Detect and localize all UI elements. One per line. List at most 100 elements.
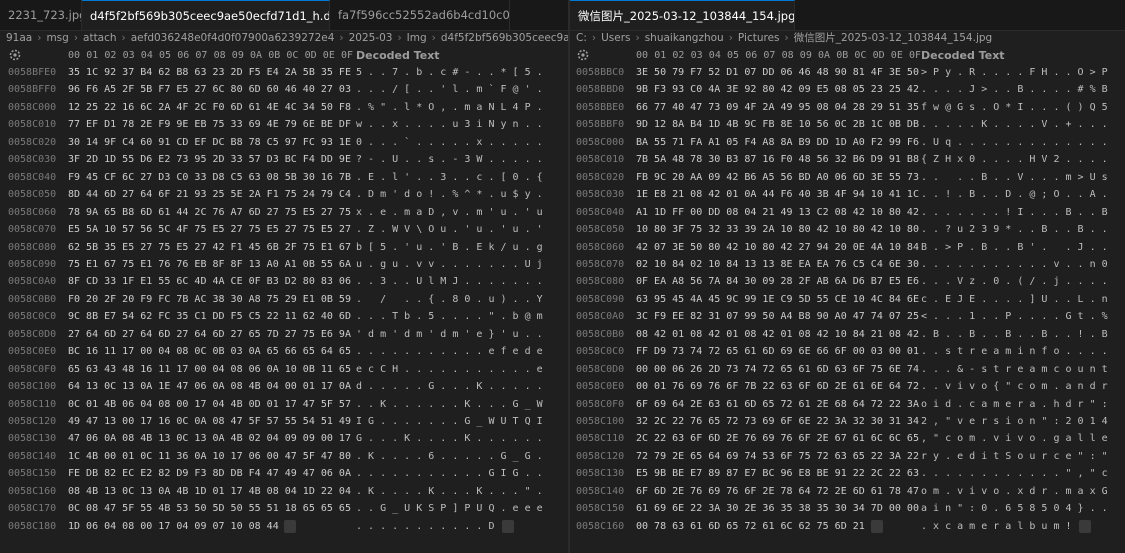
decoded-text[interactable]: G . . . K . . . . K . . . . . .: [356, 433, 543, 445]
hex-bytes[interactable]: 77 EF D1 78 2E F9 9E EB 75 33 69 4E 79 6…: [68, 119, 351, 131]
decoded-text[interactable]: . . . . . . . . . . . . " , " c: [921, 468, 1108, 480]
hex-bytes[interactable]: BC 16 11 17 00 04 08 0C 0B 03 0A 65 66 6…: [68, 346, 351, 358]
hex-bytes[interactable]: 02 10 84 02 10 84 13 13 8E EA EA 76 C5 C…: [636, 258, 919, 270]
decoded-text[interactable]: . / . . { . 8 0 . u ) . . Y: [356, 293, 543, 305]
hex-bytes[interactable]: 30 14 9F C4 60 91 CD EF DC B8 78 C5 97 F…: [68, 136, 351, 148]
decoded-text[interactable]: . . . . . . . . . . . e f e d e: [356, 346, 543, 358]
decoded-text[interactable]: . % " . l * O , . m a N L 4 P .: [356, 101, 543, 113]
decoded-text[interactable]: . . K . . . . . . K . . . G _ W: [356, 398, 543, 410]
decoded-text[interactable]: ? - . U . . s . - 3 W . . . . .: [356, 154, 543, 166]
decoded-text[interactable]: w . . x . . . . u 3 i N y n . .: [356, 119, 543, 131]
decoded-text[interactable]: . . . . . . . . . . . v . . n 0: [921, 258, 1108, 270]
hex-bytes[interactable]: BA 55 71 FA A1 05 F4 A8 8A B9 DD 1D A0 F…: [636, 136, 919, 148]
decoded-text[interactable]: . E . l ' . . 3 . . c . [ 0 . {: [356, 171, 543, 183]
hex-bytes[interactable]: 3C F9 EE 82 31 07 99 50 A4 B8 90 A0 47 7…: [636, 311, 919, 323]
hex-bytes[interactable]: 1C 4B 00 01 0C 11 36 0A 10 17 06 00 47 5…: [68, 450, 351, 462]
hex-bytes[interactable]: 00 78 63 61 6D 65 72 61 6C 62 75 6D 21: [636, 520, 865, 532]
breadcrumb-item[interactable]: 91aa: [6, 32, 33, 44]
hex-bytes[interactable]: F0 20 2F 20 F9 FC 7B AC 38 30 A8 75 29 E…: [68, 293, 351, 305]
hex-bytes[interactable]: 61 69 6E 22 3A 30 2E 36 35 38 35 30 34 7…: [636, 503, 919, 515]
decoded-text[interactable]: c . E J E . . . . ] U . . L . n: [921, 293, 1108, 305]
hex-bytes[interactable]: FE DB 82 EC E2 82 D9 F3 8D DB F4 47 49 4…: [68, 468, 351, 480]
decoded-text[interactable]: { Z H x 0 . . . . H V 2 . . . .: [921, 154, 1108, 166]
decoded-text[interactable]: B . > P . B . . B ' . . J . .: [921, 241, 1108, 253]
decoded-text[interactable]: , " c o m . v i v o . g a l l e: [921, 433, 1108, 445]
decoded-text[interactable]: ' d m ' d m ' d m ' e } ' u . .: [356, 328, 543, 340]
decoded-text[interactable]: r y . e d i t S o u r c e " : ": [921, 450, 1108, 462]
decoded-text[interactable]: . D m ' d o ! . % ^ * . u $ y .: [356, 189, 543, 201]
append-char-button[interactable]: [1078, 519, 1091, 533]
hex-bytes[interactable]: 08 42 01 08 42 01 08 42 01 08 42 10 84 2…: [636, 328, 919, 340]
settings-icon[interactable]: [8, 48, 22, 62]
hex-bytes[interactable]: 96 F6 A5 2F 5B F7 E5 27 6C 80 6D 60 46 4…: [68, 84, 351, 96]
breadcrumb-item[interactable]: Img: [406, 32, 427, 44]
hex-bytes[interactable]: 0F EA A8 56 7A 84 30 09 28 2F AB 6A D6 B…: [636, 276, 919, 288]
breadcrumb-item[interactable]: 微信图片_2025-03-12_103844_154.jpg: [793, 32, 993, 44]
decoded-text[interactable]: o i d . c a m e r a . h d r " :: [921, 398, 1108, 410]
decoded-text[interactable]: 0 . . . ` . . . . . x . . . . .: [356, 136, 543, 148]
hex-bytes[interactable]: 66 77 40 47 73 09 4F 2A 49 95 08 04 28 2…: [636, 101, 919, 113]
breadcrumb-item[interactable]: attach: [83, 32, 117, 44]
append-byte-button[interactable]: [284, 519, 297, 533]
hex-bytes[interactable]: 47 06 0A 08 4B 13 0C 13 0A 4B 02 04 09 0…: [68, 433, 351, 445]
append-byte-button[interactable]: [870, 519, 883, 533]
decoded-text[interactable]: a i n " : 0 . 6 5 8 5 0 4 } . .: [921, 503, 1108, 515]
decoded-text[interactable]: . B . . B . . B . . B . . ! . B: [921, 328, 1108, 340]
decoded-text[interactable]: x . e . m a D , v . m ' u . ' u: [356, 206, 543, 218]
hex-bytes[interactable]: 35 1C 92 37 B4 62 B8 63 23 2D F5 E4 2A 5…: [68, 67, 351, 78]
hex-bytes[interactable]: 9C 8B E7 54 62 FC 35 C1 DD F5 C5 22 11 6…: [68, 311, 351, 323]
hex-bytes[interactable]: 7B 5A 48 78 30 B3 87 16 F0 48 56 32 B6 D…: [636, 154, 919, 166]
hex-bytes[interactable]: 75 E1 67 75 E1 76 76 EB 8F 8F 13 A0 A1 0…: [68, 258, 351, 270]
hex-bytes[interactable]: FF D9 73 74 72 65 61 6D 69 6E 66 6F 00 0…: [636, 346, 919, 358]
hex-bytes[interactable]: 62 5B 35 E5 27 75 E5 27 42 F1 45 6B 2F 7…: [68, 241, 351, 253]
hex-bytes[interactable]: 6F 69 64 2E 63 61 6D 65 72 61 2E 68 64 7…: [636, 398, 919, 410]
decoded-text[interactable]: . . . . B . . V . . . m > U s: [921, 171, 1108, 183]
breadcrumb-item[interactable]: Pictures: [737, 32, 780, 44]
hex-bytes[interactable]: 0C 08 47 5F 55 4B 53 50 5D 50 55 51 18 6…: [68, 503, 351, 515]
decoded-text[interactable]: o m . v i v o . x d r . m a x G: [921, 485, 1108, 497]
decoded-text[interactable]: . U q . . . . . . . . . . . . .: [921, 136, 1108, 148]
hex-bytes[interactable]: 8F CD 33 1F E1 55 6C 4D 4A CE 0F B3 D2 8…: [68, 276, 351, 288]
hex-bytes[interactable]: 1E E8 21 08 42 01 0A 44 F6 40 3B 4F 94 1…: [636, 189, 919, 201]
decoded-text[interactable]: . . . T b . 5 . . . . " . b @ m: [356, 311, 543, 323]
decoded-text[interactable]: . . . . J > . . B . . . . # % B: [921, 84, 1108, 96]
decoded-text[interactable]: . . ? u 2 3 9 * . . B . . B . .: [921, 224, 1108, 236]
hex-bytes[interactable]: 32 2C 22 76 65 72 73 69 6F 6E 22 3A 32 3…: [636, 416, 919, 427]
decoded-text[interactable]: b [ 5 . ' u . ' B . E k / u . g: [356, 241, 543, 253]
hex-bytes[interactable]: FB 9C 20 AA 09 42 B6 A5 56 BD A0 06 6D 3…: [636, 171, 919, 183]
hex-bytes[interactable]: 08 4B 13 0C 13 0A 4B 1D 01 17 4B 08 04 1…: [68, 485, 351, 497]
decoded-text[interactable]: . . . / [ . . ' l . m ` F @ ' .: [356, 84, 543, 96]
decoded-text[interactable]: < . . . 1 . . P . . . . G t . %: [921, 311, 1108, 323]
tab[interactable]: 微信图片_2025-03-12_103844_154.jpg: [570, 0, 795, 30]
decoded-text[interactable]: . . . . . . . ! I . . . B . . B: [921, 206, 1108, 218]
decoded-text[interactable]: e c C H . . . . . . . . . . . e: [356, 363, 543, 375]
breadcrumb-item[interactable]: C:: [576, 32, 587, 44]
hex-bytes[interactable]: 6F 6D 2E 76 69 76 6F 2E 78 64 72 2E 6D 6…: [636, 485, 919, 497]
decoded-text[interactable]: 2 , " v e r s i o n " : 2 0 1 4: [921, 416, 1108, 427]
hex-bytes[interactable]: 2C 22 63 6F 6D 2E 76 69 76 6F 2E 67 61 6…: [636, 433, 919, 445]
decoded-text[interactable]: . K . . . . 6 . . . . . G _ G .: [356, 450, 543, 462]
tab[interactable]: d4f5f2bf569b305ceec9ae50ecfd71d1_h.dat: [82, 0, 330, 30]
decoded-text[interactable]: d . . . . . G . . . K . . . . .: [356, 381, 543, 393]
hex-bytes[interactable]: A1 1D FF 00 DD 08 04 21 49 13 C2 08 42 1…: [636, 206, 919, 218]
breadcrumb-item[interactable]: shuaikangzhou: [644, 32, 724, 44]
append-char-button[interactable]: [501, 519, 514, 533]
settings-icon[interactable]: [576, 48, 590, 62]
hex-bytes[interactable]: 3F 2D 1D 55 D6 E2 73 95 2D 33 57 D3 BC F…: [68, 154, 351, 166]
hex-bytes[interactable]: 27 64 6D 27 64 6D 27 64 6D 27 65 7D 27 7…: [68, 328, 351, 340]
decoded-text[interactable]: . . . V z . 0 . ( / . j . . . .: [921, 276, 1108, 288]
decoded-text[interactable]: . . ! . B . . D . @ ; O . . A .: [921, 189, 1108, 201]
decoded-text[interactable]: . . . . . . . . . . . G I G . .: [356, 468, 543, 480]
decoded-text[interactable]: . K . . . . K . . . K . . . " .: [356, 485, 543, 497]
hex-bytes[interactable]: F9 45 CF 6C 27 D3 C0 33 D8 C5 63 08 5B 3…: [68, 171, 351, 183]
decoded-text[interactable]: . . . . . K . . . . V . + . . .: [921, 119, 1108, 131]
breadcrumb-item[interactable]: msg: [46, 32, 69, 44]
decoded-text[interactable]: . . . & - s t r e a m c o u n t: [921, 363, 1108, 375]
hex-bytes[interactable]: 9B F3 93 C0 4A 3E 92 80 42 09 E5 08 05 2…: [636, 84, 919, 96]
decoded-text[interactable]: f w @ G s . O * I . . . ( ) Q 5: [921, 101, 1108, 113]
decoded-text[interactable]: > P y . R . . . . F H . . O > P: [921, 67, 1108, 78]
hex-bytes[interactable]: 42 07 3E 50 80 42 10 80 42 27 94 20 0E 4…: [636, 241, 919, 253]
hex-bytes[interactable]: 1D 06 04 08 00 17 04 09 07 10 08 44: [68, 520, 279, 532]
hex-bytes[interactable]: 8D 44 6D 27 64 6F 21 93 25 5E 2A F1 75 2…: [68, 189, 351, 201]
decoded-text[interactable]: I G . . . . . . . G _ W U T Q I: [356, 416, 543, 427]
